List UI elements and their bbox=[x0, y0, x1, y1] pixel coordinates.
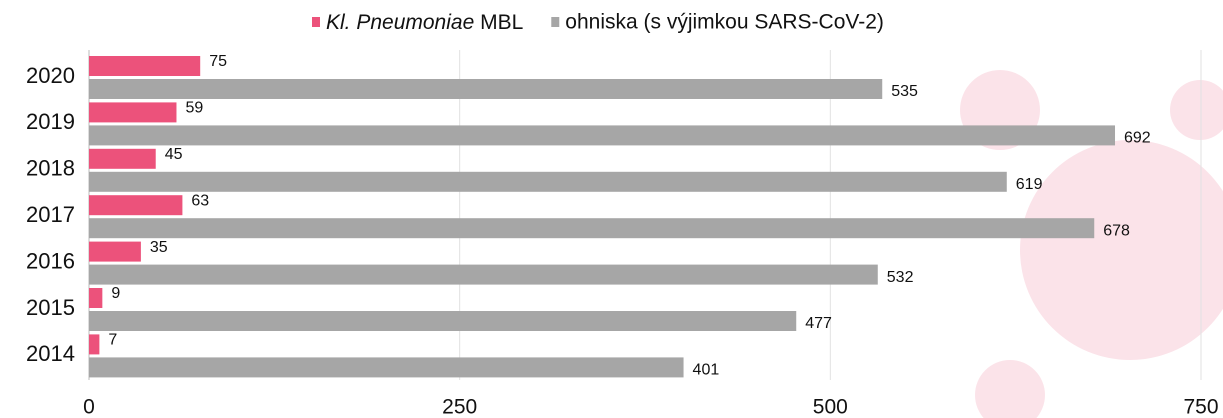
bar bbox=[89, 288, 103, 308]
background-decoration bbox=[960, 70, 1223, 418]
bar bbox=[89, 125, 1116, 146]
data-label: 35 bbox=[150, 239, 168, 256]
x-tick-label: 750 bbox=[1183, 396, 1218, 418]
y-tick-label: 2018 bbox=[26, 156, 75, 181]
x-tick-label: 500 bbox=[813, 396, 848, 418]
bar bbox=[89, 334, 100, 355]
legend-label-rest: MBL bbox=[474, 11, 523, 34]
legend: Kl. Pneumoniae MBL ohniska (s výjimkou SA… bbox=[312, 11, 884, 34]
data-label: 678 bbox=[1103, 222, 1130, 239]
bar bbox=[89, 56, 201, 76]
data-label: 45 bbox=[165, 146, 183, 163]
y-tick-label: 2014 bbox=[26, 341, 75, 366]
data-label: 75 bbox=[209, 53, 227, 70]
bar bbox=[89, 79, 883, 99]
data-label: 59 bbox=[185, 100, 203, 117]
legend-swatch bbox=[312, 17, 320, 27]
data-label: 619 bbox=[1016, 176, 1043, 193]
bar bbox=[89, 218, 1095, 239]
bar bbox=[89, 311, 797, 331]
legend-label: ohniska (s výjimkou SARS-CoV-2) bbox=[565, 11, 884, 34]
bar bbox=[89, 148, 156, 169]
data-label: 63 bbox=[191, 192, 209, 209]
data-label: 532 bbox=[887, 269, 914, 286]
legend-label-italic: Kl. Pneumoniae bbox=[326, 11, 474, 34]
data-label: 401 bbox=[693, 362, 720, 379]
bar bbox=[89, 357, 684, 378]
data-label: 7 bbox=[108, 332, 117, 349]
data-label: 9 bbox=[111, 285, 120, 302]
data-label: 477 bbox=[805, 315, 832, 332]
y-tick-label: 2017 bbox=[26, 202, 75, 227]
y-tick-label: 2019 bbox=[26, 109, 75, 134]
data-label: 535 bbox=[891, 83, 918, 100]
y-tick-label: 2015 bbox=[26, 295, 75, 320]
y-tick-label: 2020 bbox=[26, 63, 75, 88]
bar bbox=[89, 264, 878, 285]
bar bbox=[89, 241, 141, 262]
y-tick-label: 2016 bbox=[26, 248, 75, 273]
bar bbox=[89, 102, 177, 123]
data-label: 692 bbox=[1124, 130, 1151, 147]
x-tick-label: 250 bbox=[442, 396, 477, 418]
bar bbox=[89, 171, 1007, 192]
bar bbox=[89, 195, 183, 216]
x-tick-label: 0 bbox=[83, 396, 95, 418]
legend-label: Kl. Pneumoniae MBL bbox=[326, 11, 523, 34]
legend-swatch bbox=[551, 17, 560, 27]
